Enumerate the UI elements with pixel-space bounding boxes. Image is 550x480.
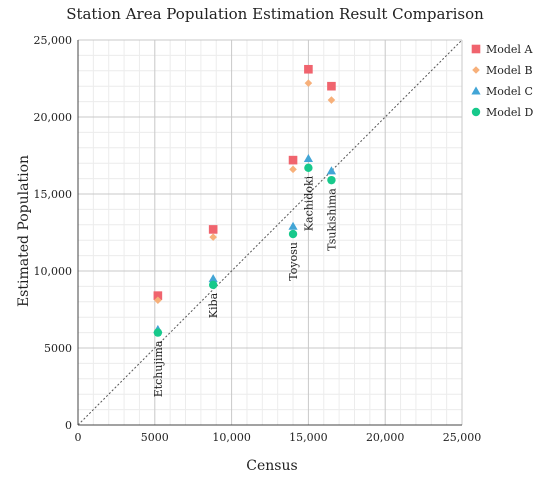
data-point	[288, 221, 298, 230]
x-tick-label: 25,000	[443, 431, 482, 444]
x-tick-label: 5000	[141, 431, 169, 444]
data-point	[303, 153, 313, 163]
data-point	[327, 81, 336, 91]
data-point	[154, 296, 162, 305]
legend-marker	[471, 107, 481, 117]
y-tick-label: 20,000	[34, 111, 73, 124]
data-point	[304, 64, 313, 74]
data-point	[327, 96, 336, 104]
data-point	[288, 155, 298, 165]
x-tick-label: 10,000	[212, 431, 251, 444]
station-label: Toyosu	[287, 242, 300, 281]
y-axis-label: Estimated Population	[16, 155, 32, 307]
legend-marker	[471, 86, 481, 95]
data-point	[326, 166, 337, 175]
legend-label: Model D	[486, 106, 533, 119]
data-point	[289, 165, 297, 174]
y-tick-label: 5000	[44, 342, 72, 355]
axes-layer: 0 5000 10,000 15,000 20,000 25,000 0 5000 10,000…	[34, 34, 482, 444]
data-point	[288, 229, 298, 239]
x-tick-label: 20,000	[366, 431, 405, 444]
chart-title: Station Area Population Estimation Resul…	[66, 5, 484, 23]
x-tick-label: 15,000	[289, 431, 328, 444]
data-point	[208, 274, 218, 283]
y-tick-label: 10,000	[34, 265, 73, 278]
data-point	[304, 79, 313, 87]
chart-legend: Model A Model B Model C Model D	[471, 43, 533, 119]
points-layer	[153, 64, 337, 337]
legend-marker	[472, 66, 480, 74]
data-point	[153, 328, 163, 337]
legend-label: Model A	[486, 43, 533, 56]
y-tick-label: 25,000	[34, 34, 73, 47]
legend-label: Model C	[486, 85, 533, 98]
station-label: Kachidoki	[302, 175, 315, 231]
station-label: Etchujima	[152, 340, 165, 397]
reference-line	[77, 39, 463, 426]
station-label: Kiba	[207, 292, 220, 318]
station-label: Tsukishima	[325, 188, 338, 251]
data-point	[327, 175, 336, 185]
x-axis-label: Census	[246, 458, 297, 474]
legend-label: Model B	[486, 64, 533, 77]
y-tick-label: 15,000	[34, 188, 73, 201]
data-point	[208, 225, 218, 234]
data-point	[153, 291, 163, 300]
data-point	[208, 280, 218, 290]
data-point	[304, 163, 313, 173]
y-tick-label: 0	[65, 419, 72, 432]
data-point	[209, 233, 217, 241]
legend-marker	[471, 44, 481, 54]
x-tick-label: 0	[75, 431, 82, 444]
